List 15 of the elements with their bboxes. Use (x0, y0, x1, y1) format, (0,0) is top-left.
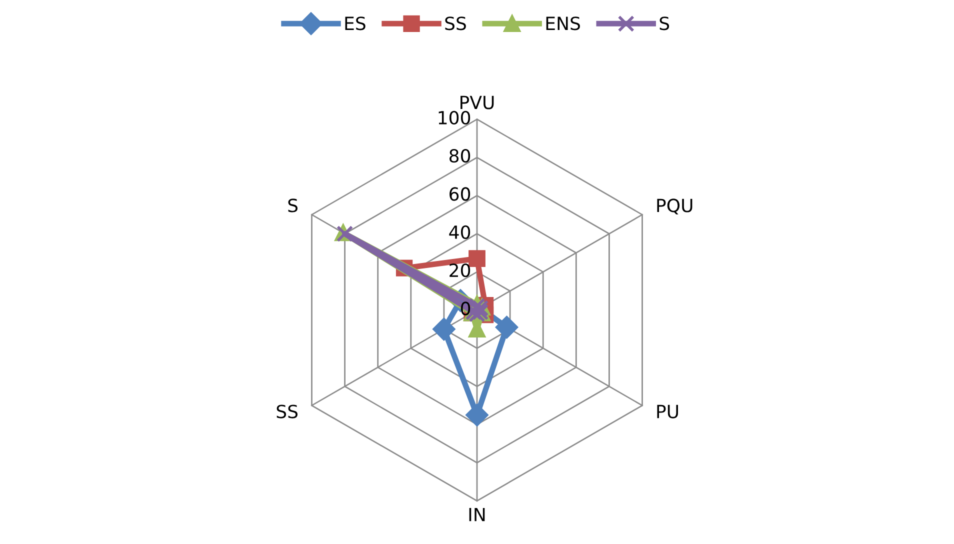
y-tick-label: 20 (450, 264, 470, 278)
spoke-label: PU (657, 404, 678, 418)
spoke-label: S (288, 198, 298, 212)
spoke-label: PVU (460, 96, 494, 110)
y-tick-label: 80 (450, 149, 470, 163)
legend-label: SS (445, 16, 466, 30)
y-tick-label: 40 (449, 225, 470, 239)
legend-label: ENS (546, 16, 580, 30)
spoke-label: IN (469, 508, 485, 522)
spoke-label: PQU (657, 198, 692, 214)
spoke-label: SS (276, 404, 298, 418)
legend-label: S (660, 16, 670, 30)
legend-label: ES (345, 16, 366, 30)
y-tick-label: 100 (438, 110, 470, 125)
y-tick-label: 60 (450, 187, 470, 201)
